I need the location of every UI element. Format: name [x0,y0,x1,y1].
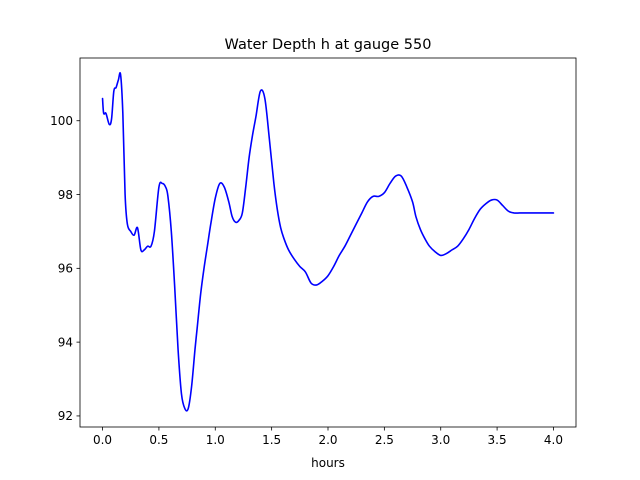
x-tick-label: 2.5 [375,433,394,447]
x-tick-label: 1.5 [262,433,281,447]
x-axis-label: hours [311,456,345,470]
x-tick-label: 3.0 [431,433,450,447]
x-tick-label: 0.0 [93,433,112,447]
x-tick-label: 3.5 [488,433,507,447]
plot-frame [79,57,577,428]
x-tick-label: 1.0 [206,433,225,447]
y-axis-ticks: 92 94 96 98 100 [50,114,80,423]
y-tick-label: 94 [58,335,73,349]
x-tick-label: 4.0 [544,433,563,447]
y-tick-label: 92 [58,409,73,423]
y-tick-label: 98 [58,188,73,202]
y-tick-label: 100 [50,114,73,128]
x-axis-ticks: 0.0 0.5 1.0 1.5 2.0 2.5 3.0 3.5 4.0 [93,427,563,447]
chart-title: Water Depth h at gauge 550 [225,37,432,53]
x-tick-label: 0.5 [149,433,168,447]
x-tick-label: 2.0 [318,433,337,447]
y-tick-label: 96 [58,262,73,276]
series-layer [101,72,555,412]
series-line [101,72,555,412]
